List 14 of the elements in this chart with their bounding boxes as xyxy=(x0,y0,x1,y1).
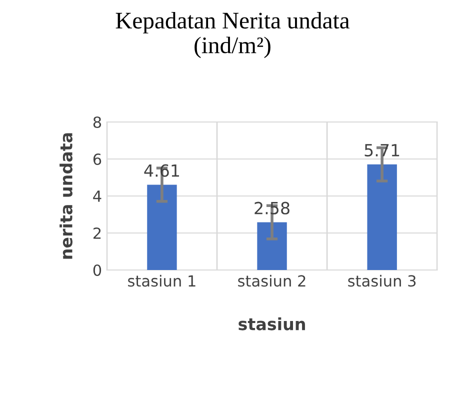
bar xyxy=(257,222,287,270)
bar xyxy=(367,164,397,270)
y-tick-label: 6 xyxy=(93,153,102,166)
y-axis-title: nerita undata xyxy=(60,133,72,259)
y-tick-label: 4 xyxy=(93,190,102,202)
bar xyxy=(147,184,177,270)
x-tick-label: stasiun 2 xyxy=(238,274,306,287)
y-tick-label: 2 xyxy=(93,227,101,239)
chart-title: Kepadatan Nerita undata (ind/m²) xyxy=(116,12,350,58)
x-tick-label: stasiun 3 xyxy=(348,274,416,287)
y-tick-label: 0 xyxy=(93,264,102,276)
x-tick-label: stasiun 1 xyxy=(128,274,196,287)
x-axis-title: stasiun xyxy=(238,317,305,330)
y-tick-label: 8 xyxy=(93,116,102,128)
